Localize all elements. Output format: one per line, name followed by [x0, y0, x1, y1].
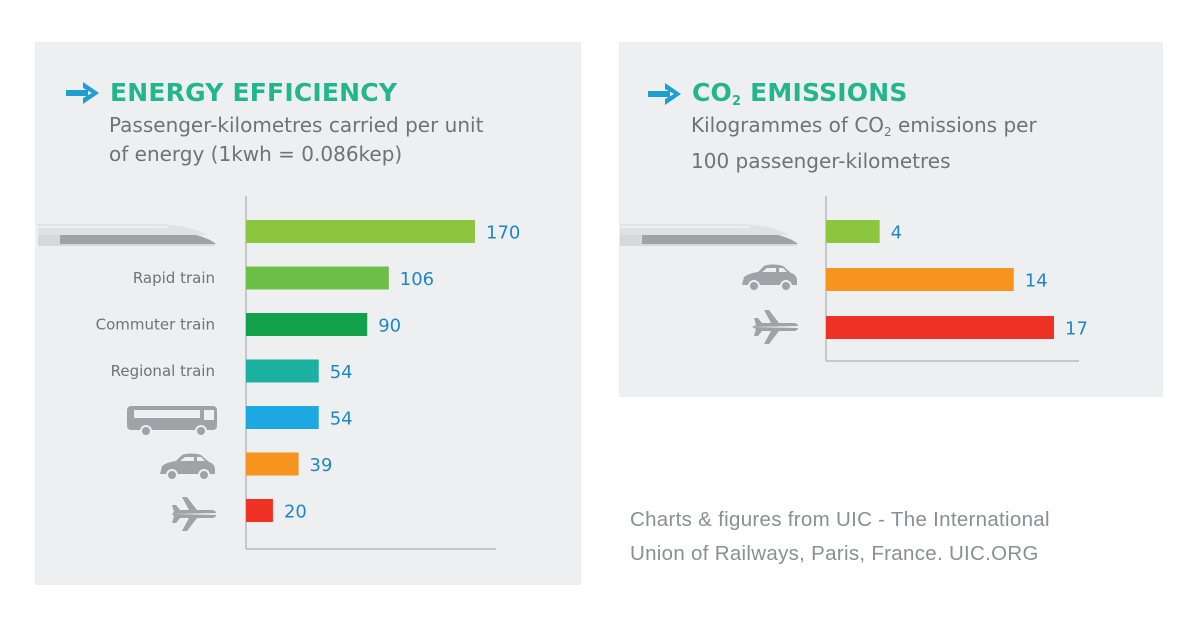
co2-title-text: CO2 EMISSIONS	[692, 78, 908, 109]
energy-bar-5	[246, 452, 299, 476]
co2-subtitle-line1: Kilogrammes of CO2 emissions per	[691, 113, 1037, 139]
airplane-icon	[172, 497, 216, 531]
high-speed-train-icon	[38, 224, 216, 246]
energy-bar-3	[246, 359, 319, 383]
energy-value-label-6: 20	[284, 502, 307, 523]
energy-value-label-5: 39	[310, 455, 333, 476]
energy-title-text: ENERGY EFFICIENCY	[110, 78, 398, 107]
energy-subtitle-line1: Passenger-kilometres carried per unit	[109, 113, 484, 137]
source-credit: Charts & figures from UIC - The Internat…	[630, 503, 1050, 571]
energy-value-label-0: 170	[486, 223, 520, 244]
energy-title: ENERGY EFFICIENCY	[66, 78, 397, 107]
co2-bar-2	[826, 316, 1054, 339]
co2-subtitle-line2: 100 passenger-kilometres	[691, 149, 951, 173]
car-icon	[160, 453, 215, 481]
co2-value-label-0: 4	[891, 223, 902, 244]
car-icon	[742, 264, 797, 292]
energy-bar-1	[246, 266, 389, 290]
energy-value-label-3: 54	[330, 362, 353, 383]
energy-category-label-2: Commuter train	[96, 316, 215, 334]
energy-value-label-2: 90	[378, 316, 401, 337]
bus-icon	[127, 406, 217, 437]
energy-bar-4	[246, 406, 319, 429]
co2-bar-1	[826, 268, 1014, 291]
arrow-right-icon	[66, 81, 99, 104]
energy-bar-0	[246, 220, 475, 243]
energy-bar-6	[246, 499, 273, 522]
energy-value-label-4: 54	[330, 409, 353, 430]
co2-bar-0	[826, 220, 880, 243]
airplane-icon	[752, 310, 798, 344]
co2-value-label-2: 17	[1065, 319, 1088, 340]
energy-category-label-3: Regional train	[111, 362, 215, 380]
energy-subtitle-line2: of energy (1kwh = 0.086kep)	[109, 142, 403, 166]
high-speed-train-icon	[620, 224, 798, 246]
co2-title: CO2 EMISSIONS	[648, 78, 908, 109]
energy-value-label-1: 106	[400, 269, 434, 290]
co2-value-label-1: 14	[1025, 271, 1048, 292]
source-credit-line2: Union of Railways, Paris, France. UIC.OR…	[630, 542, 1039, 565]
source-credit-line1: Charts & figures from UIC - The Internat…	[630, 508, 1050, 531]
energy-category-label-1: Rapid train	[133, 269, 215, 287]
co2-subtitle: Kilogrammes of CO2 emissions per 100 pas…	[691, 111, 1037, 176]
arrow-right-icon	[648, 82, 681, 105]
energy-bar-2	[246, 313, 368, 336]
energy-subtitle: Passenger-kilometres carried per unit of…	[109, 111, 483, 169]
